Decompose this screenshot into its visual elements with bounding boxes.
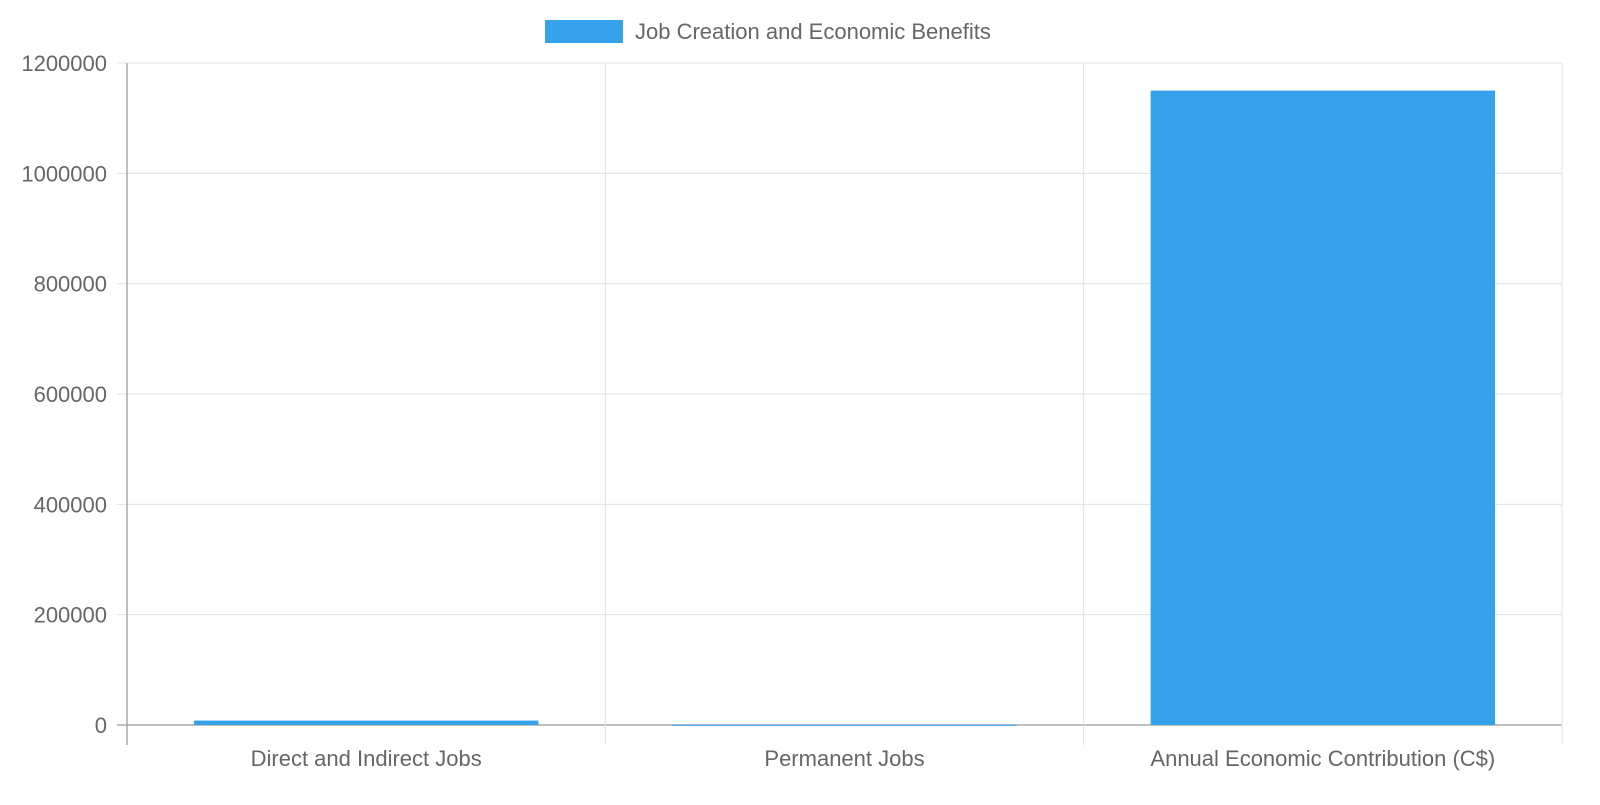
legend-swatch [545,20,623,43]
bar-0 [193,720,539,725]
y-tick-label: 600000 [34,382,107,407]
bar-2 [1150,90,1496,726]
y-tick-label: 1200000 [21,51,107,76]
x-tick-label: Annual Economic Contribution (C$) [1150,746,1495,771]
y-tick-label: 800000 [34,272,107,297]
x-tick-label: Direct and Indirect Jobs [251,746,482,771]
legend-label: Job Creation and Economic Benefits [635,19,991,44]
y-tick-label: 400000 [34,492,107,517]
y-tick-label: 0 [95,713,107,738]
x-tick-label: Permanent Jobs [764,746,924,771]
y-tick-label: 200000 [34,603,107,628]
y-tick-label: 1000000 [21,161,107,186]
bar-1 [672,724,1017,726]
